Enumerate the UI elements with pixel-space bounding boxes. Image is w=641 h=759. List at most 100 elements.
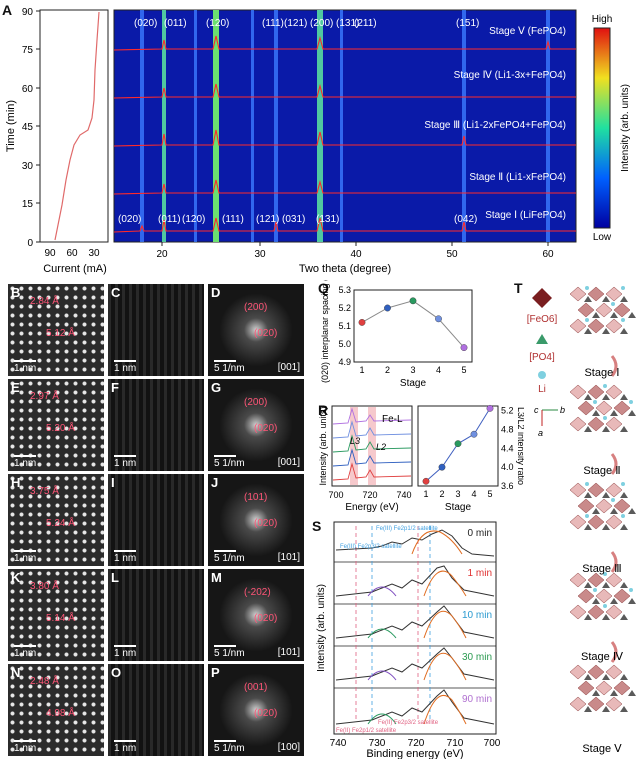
scale-bar: 1 nm (14, 740, 36, 754)
stage-label: Stage Ⅱ (Li1-xFePO4) (469, 172, 566, 183)
stage-label: Stage Ⅳ (Li1-3x+FePO4) (454, 70, 566, 81)
axis-b: b (560, 405, 565, 415)
time-tick: 45 (22, 122, 34, 133)
s-xtick: 720 (408, 738, 425, 749)
tile-annotation: (200) (244, 397, 268, 408)
peak-label-top: (120) (206, 18, 229, 29)
tile-annotation: 5.12 Å (46, 328, 75, 339)
crystal-structure (569, 482, 636, 530)
x-tick: 3 (455, 489, 460, 499)
s-note-bottom-0: Fe(II) Fe2p1/2 satellite (336, 728, 397, 734)
current-time-plot: 0 15 30 45 60 75 90 Time (min) 90 60 30 … (5, 7, 109, 275)
time-tick: 75 (22, 45, 34, 56)
tile-annotation: 3.75 Å (30, 486, 59, 497)
colorbar-title: Intensity (arb. units) (620, 84, 631, 172)
colorbar (593, 27, 611, 229)
xrd-traces (113, 35, 576, 233)
scale-bar: 1 nm (14, 455, 36, 469)
data-point (409, 297, 417, 305)
tem-tile: C 1 nm (108, 284, 204, 376)
time-tick: 60 (22, 84, 34, 95)
data-point (460, 344, 468, 352)
l2-label: L2 (376, 442, 386, 452)
current-tick: 90 (44, 248, 56, 259)
scale-bar: 1 nm (114, 740, 136, 754)
peak-label-top: (020) (134, 18, 157, 29)
tile-annotation: (200) (244, 302, 268, 313)
panel-a-label: A (2, 2, 13, 18)
peak-label-bottom: (020) (118, 214, 141, 225)
scale-bar: 5 1/nm (214, 360, 245, 374)
y-tick: 5.0 (338, 339, 351, 349)
time-label-3: 30 min (462, 652, 492, 663)
y-tick: 3.6 (501, 481, 514, 491)
x-tick: 4 (436, 365, 441, 375)
tile-label: N (11, 665, 21, 680)
s-xtick: 740 (330, 738, 347, 749)
peak-label-bottom: (120) (182, 214, 205, 225)
tile-annotation: 3.80 Å (30, 581, 59, 592)
time-label-0: 0 min (468, 528, 492, 539)
tile-annotation: 4.98 Å (46, 708, 75, 719)
x-tick: 2 (385, 365, 390, 375)
crystal-structure (569, 286, 636, 334)
tem-tile: O 1 nm (108, 664, 204, 756)
xrd-tick: 60 (542, 249, 554, 260)
tile-annotation: (020) (254, 708, 278, 719)
tem-tile: M (-202) (020) 5 1/nm [101] (208, 569, 304, 661)
colorbar-high: High (592, 14, 613, 25)
tile-annotation: (020) (254, 328, 278, 339)
time-label-4: 90 min (462, 694, 492, 705)
peak-label-top: (211) (354, 18, 377, 29)
s-note-top-1: Fe(III) Fe2p1/2 satellite (376, 526, 438, 532)
tile-annotation: (020) (254, 613, 278, 624)
li-legend-icon (538, 371, 546, 379)
xrd-tick: 50 (446, 249, 458, 260)
tile-label: E (11, 380, 20, 395)
axes-icon (541, 409, 558, 426)
peak-bands (140, 10, 550, 242)
tile-annotation: 5.14 Å (46, 613, 75, 624)
stage-arrow (610, 453, 618, 475)
zone-axis: [001] (277, 457, 300, 468)
s-note-bottom-1: Fe(II) Fe2p3/2 satellite (378, 720, 439, 726)
tile-annotation: 5.20 Å (46, 423, 75, 434)
s-xlabel: Binding energy (eV) (366, 748, 463, 759)
peak-label-bottom: (011) (158, 214, 181, 225)
peak-label-top: (131) (336, 18, 359, 29)
xrd-tick: 30 (254, 249, 266, 260)
r-intensity-label: Intensity (arb. units) (318, 406, 328, 485)
scale-bar: 5 1/nm (214, 645, 245, 659)
crystal-structure (569, 664, 636, 712)
y-tick: 4.4 (501, 443, 514, 453)
data-point (470, 430, 478, 438)
data-point (454, 440, 462, 448)
fe-l-label: Fe-L (382, 414, 403, 425)
r-energy-label: Energy (eV) (345, 502, 398, 512)
xrd-axis-title: Two theta (degree) (299, 263, 391, 275)
q-xlabel: Stage (400, 378, 427, 389)
tem-tile: H 3.75 Å 5.24 Å 1 nm (8, 474, 104, 566)
t-stage-label: Stage Ⅴ (582, 743, 622, 755)
data-point (358, 319, 366, 326)
tile-label: M (211, 570, 222, 585)
tem-tile: B 2.84 Å 5.12 Å 1 nm (8, 284, 104, 376)
colorbar-low: Low (593, 232, 612, 243)
stage-arrow (610, 355, 618, 377)
axis-c: c (534, 405, 539, 415)
panel-t-label: T (514, 280, 523, 296)
peak-label-bottom: (121) (256, 214, 279, 225)
panel-t-structures: [FeO6] [PO4] Li c b a Stage Ⅰ Stage Ⅱ St… (527, 286, 636, 755)
l3-label: L3 (350, 436, 360, 446)
r-ratio-label: L3/L2 intensity ratio (516, 407, 524, 485)
tem-tile: J (101) (020) 5 1/nm [101] (208, 474, 304, 566)
tile-label: J (211, 475, 219, 490)
current-tick: 30 (88, 248, 100, 259)
data-point (486, 404, 494, 412)
s-xtick: 730 (369, 738, 386, 749)
q-ylabel: (020) interplanar spacing (Å) (320, 280, 330, 383)
tem-tile: E 2.97 Å 5.20 Å 1 nm (8, 379, 104, 471)
scale-bar: 1 nm (14, 645, 36, 659)
s-note-top-0: Fe(III) Fe2p3/2 satellite (340, 544, 402, 550)
t-stage-label: Stage Ⅲ (582, 563, 621, 575)
